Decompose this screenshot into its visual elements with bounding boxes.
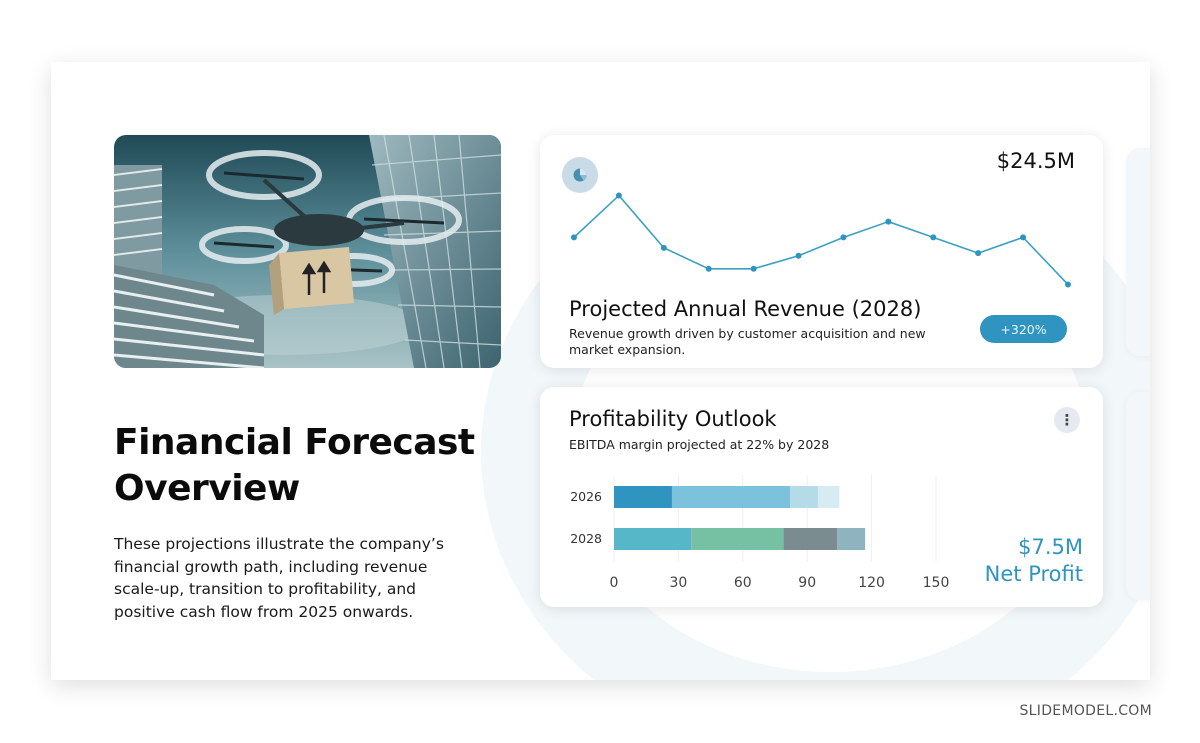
revenue-point-10 <box>975 250 982 257</box>
drone-city-illustration <box>114 135 501 368</box>
revenue-point-6 <box>795 252 802 259</box>
bar-2028-segment-4 <box>837 528 866 550</box>
slide-body-text: These projections illustrate the company… <box>114 535 444 621</box>
slide-title: Financial Forecast Overview <box>114 420 494 512</box>
revenue-point-1 <box>571 234 577 241</box>
revenue-point-12 <box>1065 281 1071 288</box>
slide-title-line-1: Financial Forecast <box>114 422 475 463</box>
bar-2028-segment-1 <box>614 528 692 550</box>
bar-2026-segment-4 <box>817 486 840 508</box>
revenue-point-5 <box>750 265 757 272</box>
growth-badge: +320% <box>980 315 1067 343</box>
bar-2026-segment-2 <box>671 486 791 508</box>
slide-title-line-2: Overview <box>114 468 300 509</box>
bar-2028-segment-3 <box>783 528 838 550</box>
x-tick-60: 60 <box>734 575 752 591</box>
revenue-point-7 <box>840 234 847 241</box>
revenue-card: $24.5M Projected Annual Revenue (2028) R… <box>540 135 1103 368</box>
hero-image-drone-delivery <box>114 135 501 368</box>
more-vertical-icon[interactable]: ⋮ <box>1054 407 1080 433</box>
category-label-2028: 2028 <box>570 531 602 546</box>
x-tick-120: 120 <box>858 575 885 591</box>
pie-chart-icon <box>562 157 598 193</box>
offscreen-card-1 <box>1126 148 1150 356</box>
x-tick-0: 0 <box>610 575 619 591</box>
net-profit-label: Net Profit <box>984 562 1083 586</box>
watermark: SLIDEMODEL.COM <box>1019 703 1152 719</box>
offscreen-card-2 <box>1126 392 1150 600</box>
revenue-line-chart <box>571 192 1071 288</box>
revenue-point-4 <box>705 265 712 272</box>
profitability-card: Profitability Outlook EBITDA margin proj… <box>540 387 1103 607</box>
revenue-value: $24.5M <box>996 149 1075 173</box>
revenue-point-9 <box>930 234 937 241</box>
revenue-card-subtitle: Revenue growth driven by customer acquis… <box>569 326 926 357</box>
bar-2026-segment-3 <box>790 486 818 508</box>
revenue-series-line <box>573 194 1069 286</box>
revenue-point-8 <box>885 218 892 225</box>
slide: Financial Forecast Overview These projec… <box>51 62 1150 680</box>
bar-2026-segment-1 <box>614 486 672 508</box>
category-label-2026: 2026 <box>570 489 602 504</box>
revenue-card-title: Projected Annual Revenue (2028) <box>569 297 922 321</box>
profitability-bar-chart: 2026 2028 0 30 60 90 120 150 <box>570 475 950 591</box>
revenue-point-11 <box>1020 234 1027 241</box>
bar-2028-segment-2 <box>691 528 784 550</box>
profitability-card-subtitle: EBITDA margin projected at 22% by 2028 <box>569 437 830 452</box>
x-tick-150: 150 <box>923 575 950 591</box>
x-tick-90: 90 <box>798 575 816 591</box>
x-tick-30: 30 <box>669 575 687 591</box>
revenue-point-2 <box>615 192 622 199</box>
net-profit-value: $7.5M <box>1018 535 1083 559</box>
profitability-card-title: Profitability Outlook <box>569 407 777 431</box>
revenue-point-3 <box>660 244 667 251</box>
